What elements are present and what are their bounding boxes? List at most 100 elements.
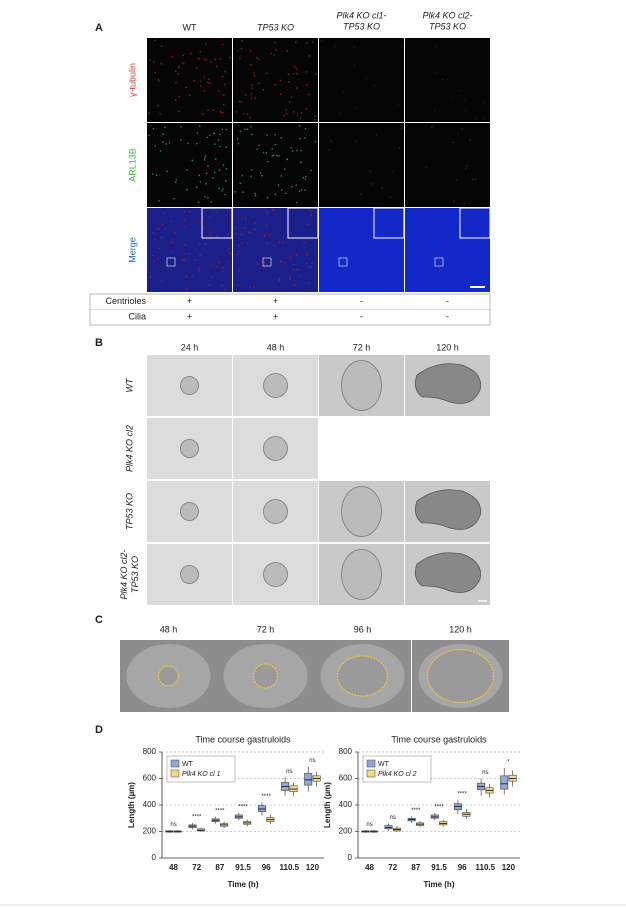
signal-dot [256,148,259,151]
signal-dot [251,133,253,136]
signal-dot [158,80,160,82]
signal-dot [236,284,239,287]
row-label: Plk4 KO cl2- [119,549,129,599]
signal-dot [261,174,263,177]
column-header: 120 h [436,342,459,352]
signal-dot [160,63,163,65]
signal-dot [184,253,187,255]
signal-dot [152,254,154,257]
signal-dot [170,220,172,223]
signal-dot [209,82,211,85]
signal-dot [152,127,155,130]
signal-dot [170,251,173,253]
signal-dot [304,178,307,181]
signal-dot [222,111,224,114]
signal-dot [224,83,226,86]
signal-dot [224,180,227,182]
micrograph [319,38,404,122]
signal-dot [305,175,307,178]
significance: **** [434,805,444,811]
signal-dot [249,116,252,119]
signal-dot [157,104,159,107]
signal-dot [171,56,174,58]
signal-dot [210,263,213,265]
signal-dot [270,52,272,55]
y-tick-label: 200 [143,827,157,836]
signal-dot [243,226,246,229]
panel-label: B [95,337,103,349]
signal-dot [421,251,423,254]
signal-dot [398,103,400,105]
signal-dot [186,168,188,171]
signal-dot [213,132,215,135]
signal-dot [274,41,277,44]
signal-dot [285,112,288,115]
signal-dot [398,221,401,224]
signal-dot [284,261,287,264]
signal-dot [225,146,228,148]
signal-dot [209,134,211,137]
signal-dot [227,233,229,236]
signal-dot [250,126,252,128]
signal-dot [414,211,416,213]
x-tick-label: 96 [458,863,467,872]
signal-dot [218,187,220,190]
signal-dot [374,267,377,269]
signal-dot [244,216,246,218]
signal-dot [221,128,224,131]
signal-dot [469,139,471,141]
signal-dot [214,58,216,61]
row-label: TP53 KO [130,556,140,593]
legend-swatch [366,769,376,778]
signal-dot [463,202,466,205]
gastruloid [414,489,481,530]
signal-dot [296,114,299,117]
table-cell: + [187,311,192,321]
signal-dot [180,259,183,262]
signal-dot [272,154,275,156]
x-tick-label: 110.5 [475,863,495,872]
y-tick-label: 600 [339,774,353,783]
signal-dot [356,231,358,233]
column-header: 120 h [449,624,472,634]
box [500,775,509,790]
signal-dot [290,147,292,149]
x-tick-label: 91.5 [431,863,447,872]
significance: * [507,759,510,765]
x-axis-label: Time (h) [424,880,455,889]
micrograph [319,208,404,292]
signal-dot [241,242,243,244]
significance: ns [390,815,396,821]
y-tick-label: 800 [339,747,353,756]
signal-dot [178,95,181,98]
signal-dot [217,139,220,142]
legend-label: Plk4 KO cl 2 [378,771,417,778]
signal-dot [245,218,247,221]
signal-dot [278,241,281,244]
signal-dot [438,270,441,273]
signal-dot [273,244,275,247]
signal-dot [263,261,266,264]
signal-dot [241,174,244,177]
x-tick-label: 91.5 [235,863,251,872]
signal-dot [240,101,242,103]
signal-dot [215,265,218,268]
signal-dot [192,274,194,277]
signal-dot [445,240,448,242]
signal-dot [212,209,214,212]
signal-dot [314,118,316,121]
gastruloid [180,565,199,584]
signal-dot [265,210,268,212]
signal-dot [158,200,160,202]
signal-dot [238,244,241,247]
significance: **** [411,808,421,814]
signal-dot [328,148,331,151]
signal-dot [241,39,243,42]
signal-dot [214,158,217,160]
signal-dot [239,57,241,60]
signal-dot [361,259,364,262]
gastruloid [341,486,382,537]
y-axis-label: Length (µm) [127,782,136,828]
signal-dot [304,189,306,191]
signal-dot [464,167,467,170]
